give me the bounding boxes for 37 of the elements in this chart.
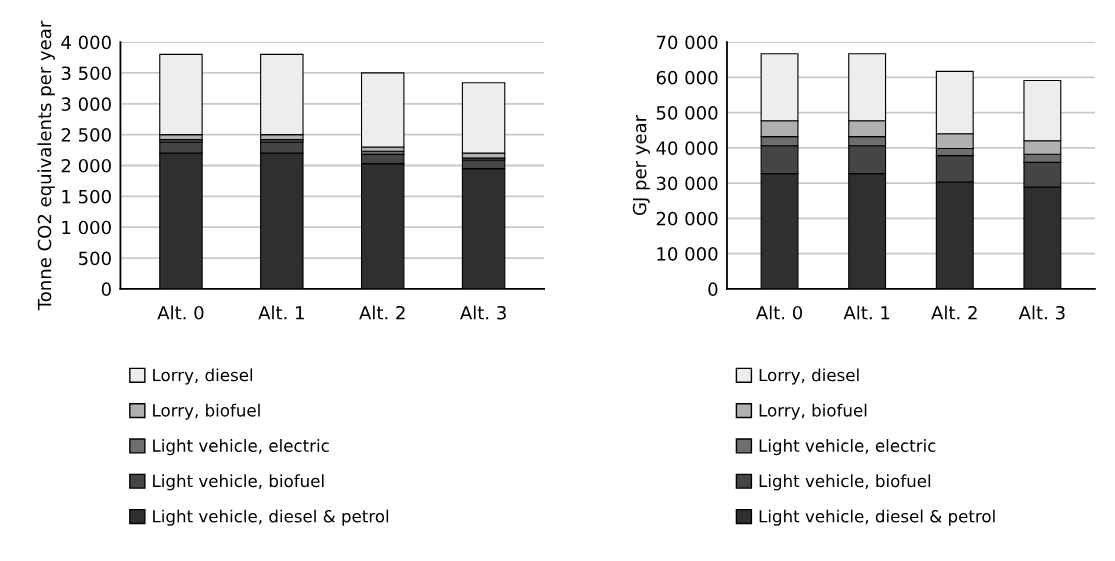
x-tick-label: Alt. 3 [1018, 305, 1065, 320]
legend-label: Light vehicle, electric [153, 439, 329, 456]
y-tick-label: 0 [708, 282, 718, 297]
y-tick-label: 40 000 [656, 141, 718, 155]
y-tick-label: 3 000 [61, 97, 111, 111]
x-tick-label: Alt. 1 [843, 305, 890, 320]
legend-label: Light vehicle, diesel & petrol [153, 509, 389, 526]
x-tick-label: Alt. 0 [755, 305, 803, 320]
y-tick-label: 20 000 [656, 211, 718, 226]
legend-label: Light vehicle, electric [759, 439, 936, 456]
legend-label: Light vehicle, biofuel [759, 474, 931, 491]
y-tick-label: 50 000 [656, 106, 718, 120]
legend-label: Light vehicle, diesel & petrol [759, 509, 995, 526]
x-tick-label: Alt. 0 [157, 305, 204, 320]
y-tick-label: 4 000 [61, 35, 111, 50]
y-tick-label: 3 500 [61, 66, 111, 81]
y-tick-label: 30 000 [656, 176, 718, 191]
y-tick-label: 60 000 [656, 70, 718, 85]
y-tick-label: 500 [79, 251, 111, 266]
y-tick-label: 1 000 [62, 220, 111, 235]
x-tick-label: Alt. 1 [258, 305, 304, 320]
y-tick-label: 70 000 [656, 35, 718, 50]
x-tick-label: Alt. 2 [931, 305, 977, 320]
legend-label: Lorry, diesel [153, 368, 253, 385]
legend-label: Lorry, diesel [759, 368, 859, 385]
y-tick-label: 10 000 [657, 247, 718, 261]
y-axis-title: GJ per year [632, 114, 650, 216]
legend-label: Light vehicle, biofuel [153, 474, 324, 491]
legend-label: Lorry, biofuel [759, 403, 867, 420]
legend-label: Lorry, biofuel [153, 403, 260, 420]
y-tick-label: 0 [101, 282, 111, 297]
x-tick-label: Alt. 2 [359, 305, 405, 320]
y-tick-label: 2 000 [61, 158, 111, 173]
y-tick-label: 2 500 [61, 128, 111, 142]
x-tick-label: Alt. 3 [460, 305, 506, 320]
y-tick-label: 1 500 [62, 189, 111, 204]
y-axis-title: Tonne CO2 equivalents per year [37, 20, 55, 311]
